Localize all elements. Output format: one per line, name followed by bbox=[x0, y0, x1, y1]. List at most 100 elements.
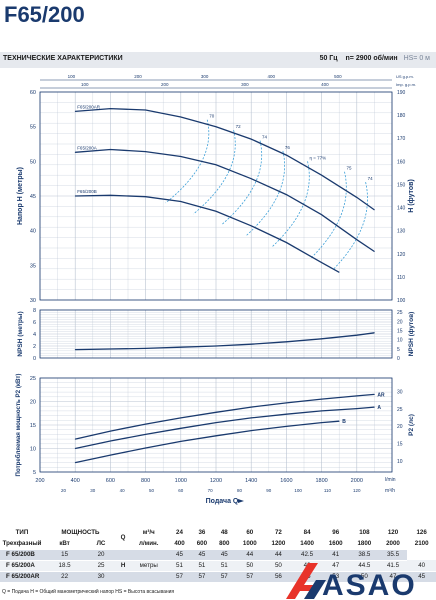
table-cell: 35.5 bbox=[378, 549, 408, 561]
top-unit-impgpm: Imp. g.p.m. bbox=[396, 82, 416, 87]
data-point bbox=[145, 196, 147, 198]
data-point bbox=[110, 440, 111, 442]
table-cell: 1600 bbox=[321, 538, 351, 550]
table-cell: Трехфазный bbox=[0, 538, 44, 550]
y-tick-label-right-power: 15 bbox=[397, 442, 403, 448]
data-point bbox=[321, 174, 322, 176]
x-tick-label-lmin: 800 bbox=[141, 478, 150, 484]
table-cell: 1400 bbox=[292, 538, 322, 550]
curve-label: F65/200AR bbox=[77, 104, 101, 109]
series-line-F65/200A bbox=[75, 148, 375, 253]
data-point bbox=[110, 194, 111, 196]
table-cell: 36 bbox=[190, 527, 214, 539]
table-cell: 2100 bbox=[407, 538, 436, 550]
data-point bbox=[215, 411, 217, 413]
table-cell: 108 bbox=[350, 527, 379, 539]
data-point bbox=[180, 417, 182, 419]
table-cell: 24 bbox=[168, 527, 191, 539]
curve-label: AR bbox=[377, 392, 385, 398]
table-cell: 18.5 bbox=[44, 560, 86, 572]
table-cell: кВт bbox=[44, 538, 86, 550]
data-point bbox=[356, 239, 358, 241]
y-tick-label-head: 50 bbox=[30, 159, 36, 165]
efficiency-label: 72 bbox=[236, 124, 242, 129]
data-point bbox=[145, 434, 147, 435]
y-tick-label-right-head: 180 bbox=[397, 113, 406, 119]
chart-frames bbox=[39, 91, 393, 473]
table-cell: 1000 bbox=[235, 538, 265, 550]
data-point bbox=[74, 462, 76, 463]
data-point bbox=[74, 448, 76, 449]
data-point bbox=[145, 423, 147, 425]
curve-label: F65/200A bbox=[77, 145, 97, 150]
table-cell: 50 bbox=[264, 560, 293, 572]
data-point bbox=[286, 413, 287, 415]
table-cell: 600 bbox=[190, 538, 214, 550]
table-cell: 47 bbox=[321, 560, 351, 572]
table-cell: метры bbox=[129, 560, 169, 572]
y-axis-label-npsh-ft: NPSH (футов) bbox=[408, 312, 415, 357]
data-point bbox=[374, 209, 375, 211]
suction-height: HS= 0 м bbox=[403, 55, 430, 62]
table-cell: 53 bbox=[321, 571, 351, 583]
data-point bbox=[74, 151, 76, 153]
table-cell: 1800 bbox=[350, 538, 379, 550]
data-point bbox=[374, 251, 375, 252]
efficiency-label: η = 77% bbox=[310, 155, 327, 160]
data-point bbox=[215, 164, 217, 166]
top-tick-impgpm: 400 bbox=[321, 82, 329, 87]
table-cell: 120 bbox=[378, 527, 408, 539]
table-cell: 40 bbox=[407, 560, 436, 572]
x-tick-label-m3h: 120 bbox=[353, 488, 361, 493]
data-point bbox=[180, 116, 182, 118]
table-cell: 47 bbox=[378, 571, 408, 583]
data-point bbox=[110, 348, 111, 350]
y-tick-label-right-npsh: 15 bbox=[397, 329, 403, 335]
data-point bbox=[180, 201, 182, 202]
data-point bbox=[321, 398, 322, 400]
y-tick-label-right-power: 20 bbox=[397, 424, 403, 430]
table-cell: 44 bbox=[235, 549, 265, 561]
data-point bbox=[286, 402, 287, 404]
y-tick-label-right-npsh: 10 bbox=[397, 338, 403, 344]
data-point bbox=[110, 108, 111, 110]
footnote: Q = Подача H = Общий манометрический нап… bbox=[2, 589, 175, 595]
x-axis-label: Подача Q bbox=[206, 498, 239, 505]
y-tick-label-power: 10 bbox=[30, 447, 36, 453]
top-tick-impgpm: 100 bbox=[81, 82, 89, 87]
chart-frame-power bbox=[39, 377, 393, 473]
table-cell: 51 bbox=[190, 560, 214, 572]
table-cell: 1200 bbox=[264, 538, 293, 550]
data-point bbox=[250, 138, 252, 140]
x-unit-m3h: m³/h bbox=[385, 488, 395, 494]
data-point bbox=[215, 345, 217, 347]
table-cell: ЛС bbox=[85, 538, 117, 550]
x-tick-label-m3h: 80 bbox=[237, 488, 243, 493]
data-point bbox=[250, 417, 252, 419]
y-tick-label-right-head: 110 bbox=[397, 275, 405, 281]
table-cell: 51 bbox=[213, 560, 236, 572]
top-tick-usgpm: 500 bbox=[334, 74, 342, 79]
table-cell: 96 bbox=[321, 527, 351, 539]
top-tick-usgpm: 100 bbox=[68, 74, 76, 79]
table-cell: 41.5 bbox=[378, 560, 408, 572]
data-point bbox=[286, 242, 287, 243]
top-tick-impgpm: 300 bbox=[241, 82, 249, 87]
data-point bbox=[356, 196, 358, 198]
data-point bbox=[145, 109, 147, 111]
table-cell: 400 bbox=[168, 538, 191, 550]
y-tick-label-right-npsh: 20 bbox=[397, 319, 403, 325]
table-cell bbox=[116, 549, 130, 561]
table-header-row: ТИП МОЩНОСТЬ Q м³/ч 24 36 48 60 72 84 96… bbox=[0, 527, 436, 550]
x-tick-label-m3h: 40 bbox=[120, 488, 126, 493]
axis-tick-labels: 6055504540353019018017016015014013012011… bbox=[30, 90, 406, 493]
efficiency-label: 76 bbox=[285, 145, 291, 150]
data-point bbox=[356, 334, 358, 336]
series-line-F65/200AR bbox=[75, 107, 375, 211]
x-unit-lmin: l/min bbox=[385, 477, 396, 483]
table-cell: 30 bbox=[85, 571, 117, 583]
y-tick-label-npsh: 2 bbox=[33, 344, 36, 350]
efficiency-curve bbox=[332, 182, 368, 270]
y-tick-label-power: 20 bbox=[30, 400, 36, 406]
table-cell: 60 bbox=[235, 527, 265, 539]
